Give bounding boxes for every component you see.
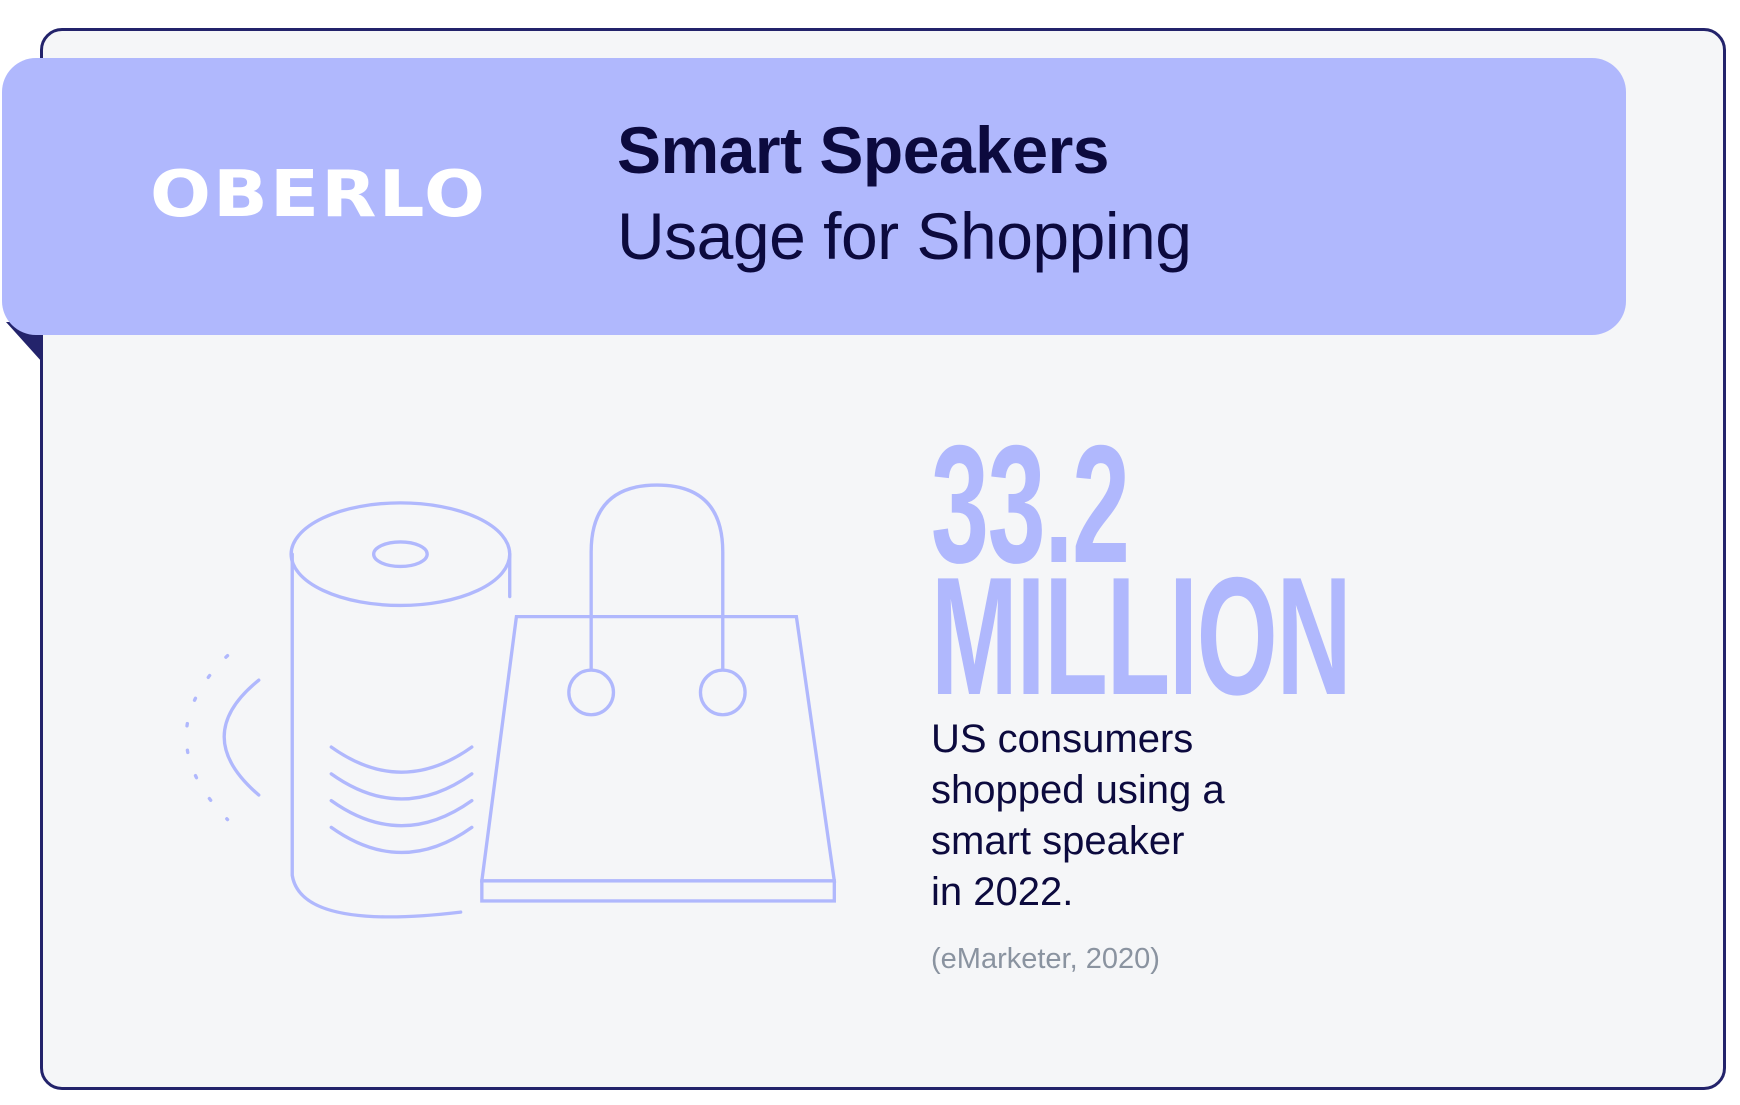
- stat-value: 33.2: [931, 410, 1130, 598]
- stat-unit: MILLION: [931, 542, 1352, 730]
- description-line: shopped using a: [931, 768, 1225, 812]
- smart-speaker-icon: [289, 501, 512, 919]
- header-band: [2, 58, 1626, 335]
- description-line: US consumers: [931, 717, 1194, 761]
- stat-description: US consumers shopped using a smart speak…: [931, 714, 1331, 918]
- description-line: in 2022.: [931, 870, 1074, 914]
- shopping-bag-icon: [479, 483, 837, 903]
- page-subtitle: Usage for Shopping: [617, 199, 1192, 273]
- sound-wave-icon: [184, 653, 261, 822]
- page-title: Smart Speakers: [617, 113, 1109, 187]
- description-line: smart speaker: [931, 819, 1185, 863]
- oberlo-logo: OBERLO: [150, 158, 488, 232]
- source-citation: (eMarketer, 2020): [931, 943, 1160, 975]
